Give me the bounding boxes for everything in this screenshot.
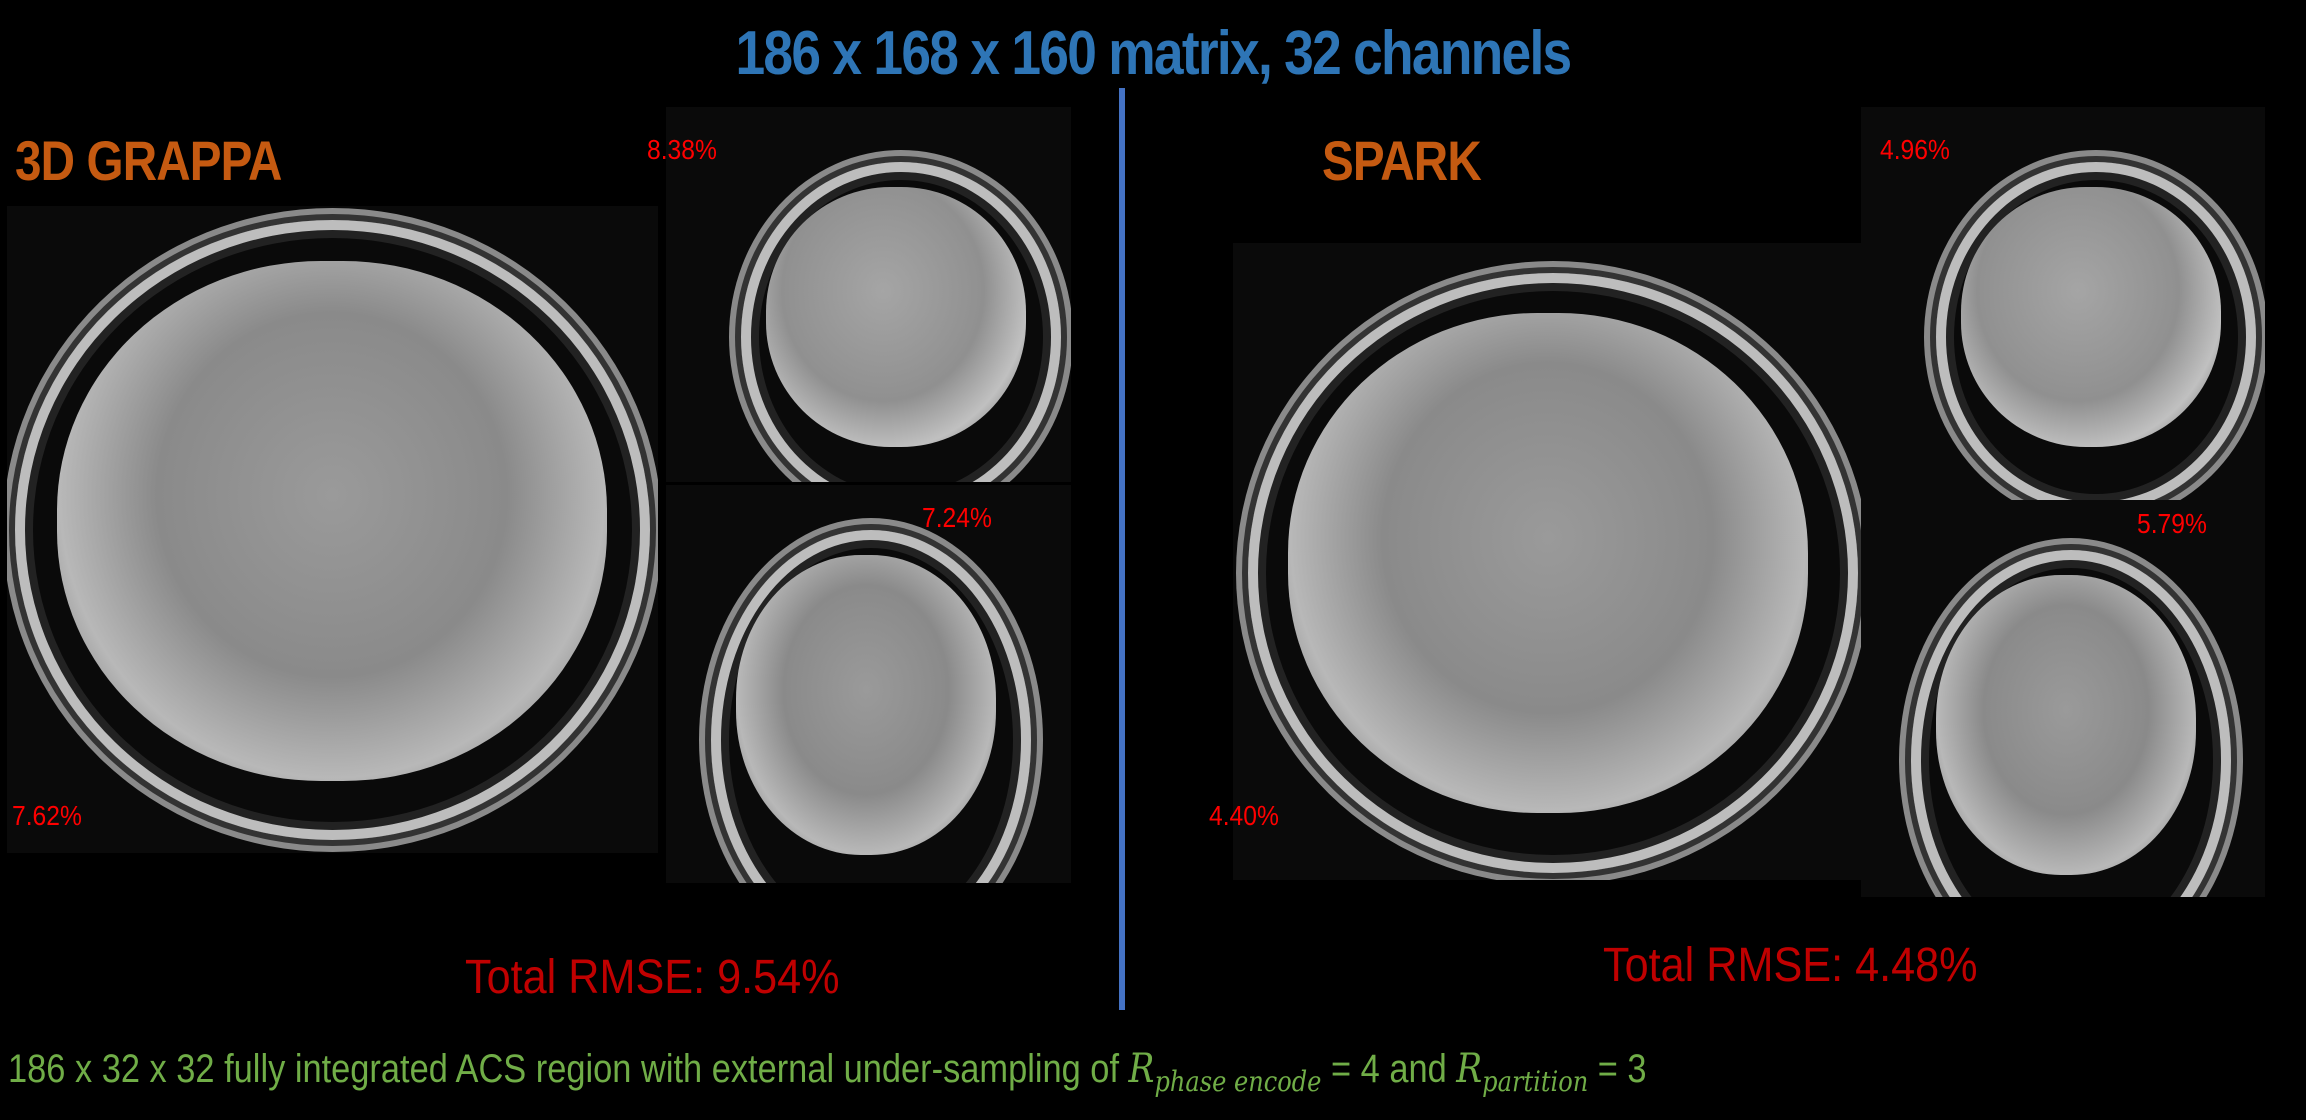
partition-subscript: partition [1482,1065,1589,1098]
grappa-sagittal-image [666,107,1071,482]
r-symbol: R [1456,1046,1483,1092]
grappa-coronal-image [666,485,1071,883]
phase-encode-subscript: phase encode [1154,1065,1322,1098]
spark-coronal-image [1861,500,2265,897]
spark-total-rmse: Total RMSE: 4.48% [1603,939,1978,992]
spark-axial-error: 4.40% [1209,800,1279,831]
grappa-total-rmse: Total RMSE: 9.54% [465,951,840,1004]
footer-caption: 186 x 32 x 32 fully integrated ACS regio… [8,1046,1647,1098]
grappa-sagittal-error: 8.38% [647,134,717,165]
footer-eq2: = 3 [1588,1047,1647,1091]
spark-sagittal-error: 4.96% [1880,134,1950,165]
grappa-coronal-error: 7.24% [922,502,992,533]
divider [1119,88,1125,1010]
grappa-label: 3D GRAPPA [15,129,282,192]
r-symbol: R [1128,1046,1155,1092]
spark-label: SPARK [1322,129,1482,192]
grappa-axial-error: 7.62% [12,800,82,831]
spark-coronal-error: 5.79% [2137,508,2207,539]
figure-title: 186 x 168 x 160 matrix, 32 channels [735,19,1572,88]
spark-axial-image [1233,243,1861,880]
grappa-axial-image [7,206,658,853]
footer-text: 186 x 32 x 32 fully integrated ACS regio… [8,1047,1129,1091]
spark-sagittal-image [1861,107,2265,500]
footer-eq1: = 4 and [1321,1047,1457,1091]
